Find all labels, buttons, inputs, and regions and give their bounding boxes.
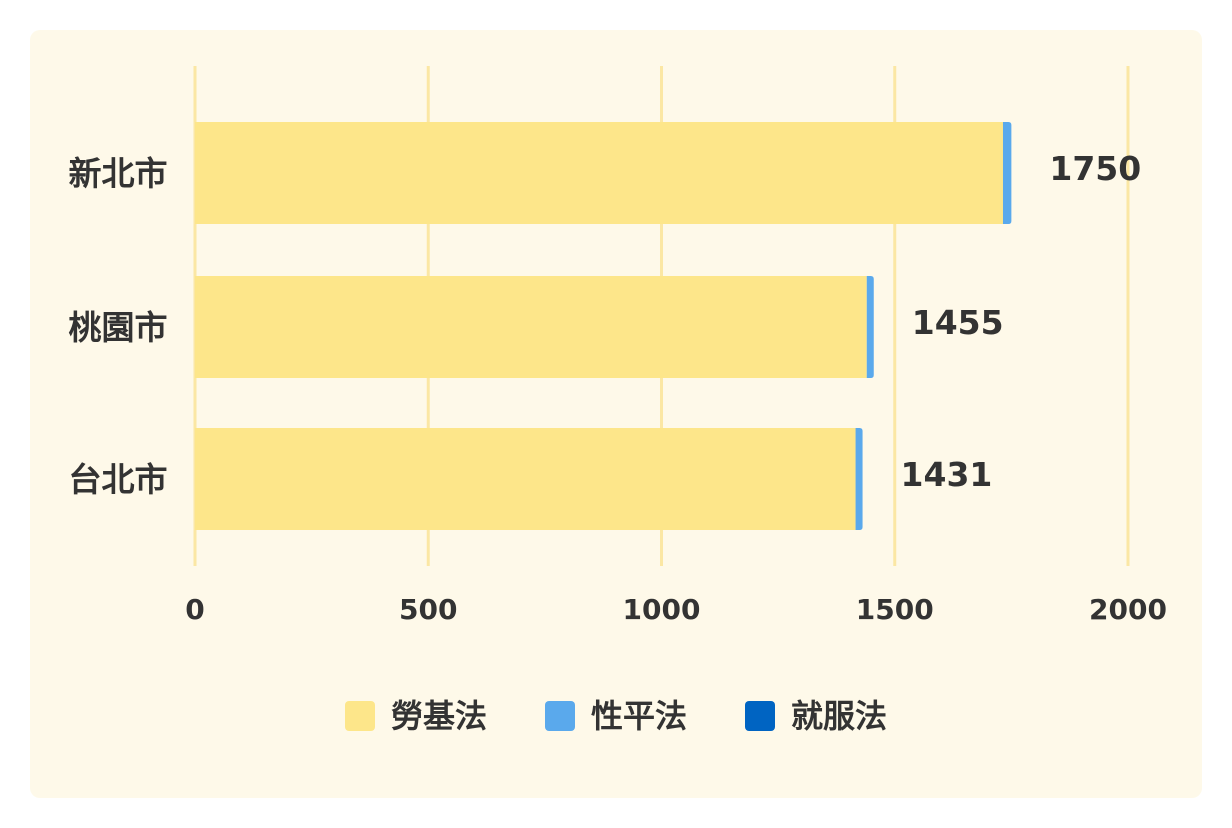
value-label: 1750 xyxy=(1049,149,1141,188)
legend-label: 性平法 xyxy=(590,697,687,735)
x-tick-label: 1500 xyxy=(856,593,934,626)
bar-segment[interactable] xyxy=(855,428,863,530)
value-label: 1431 xyxy=(901,455,993,494)
legend-swatch xyxy=(745,701,775,731)
bar-segment[interactable] xyxy=(195,276,867,378)
labels: 0 500 1000 1500 2000 新北市 1750 桃園市 1455 台北市 1431 xyxy=(69,149,1167,626)
bar-segment[interactable] xyxy=(866,276,874,378)
x-tick-label: 500 xyxy=(399,593,457,626)
legend-label: 勞基法 xyxy=(390,697,487,735)
legend-label: 就服法 xyxy=(791,697,888,735)
x-tick-label: 2000 xyxy=(1089,593,1167,626)
legend-item-gender-equality[interactable]: 性平法 xyxy=(544,696,687,736)
bar-segment[interactable] xyxy=(1002,122,1012,224)
x-tick-label: 1000 xyxy=(623,593,701,626)
bar-segment[interactable] xyxy=(195,428,856,530)
category-label: 新北市 xyxy=(69,154,168,193)
legend-item-labor-standards[interactable]: 勞基法 xyxy=(344,696,487,736)
legend: 勞基法 性平法 就服法 xyxy=(0,696,1232,736)
legend-item-employment-service[interactable]: 就服法 xyxy=(745,696,887,736)
category-label: 桃園市 xyxy=(69,308,168,347)
category-label: 台北市 xyxy=(69,460,168,499)
bar-segment[interactable] xyxy=(195,122,1003,224)
bars xyxy=(195,122,1012,530)
legend-swatch xyxy=(544,701,575,731)
x-tick-label: 0 xyxy=(185,593,204,626)
value-label: 1455 xyxy=(912,303,1004,342)
legend-swatch xyxy=(344,701,375,731)
